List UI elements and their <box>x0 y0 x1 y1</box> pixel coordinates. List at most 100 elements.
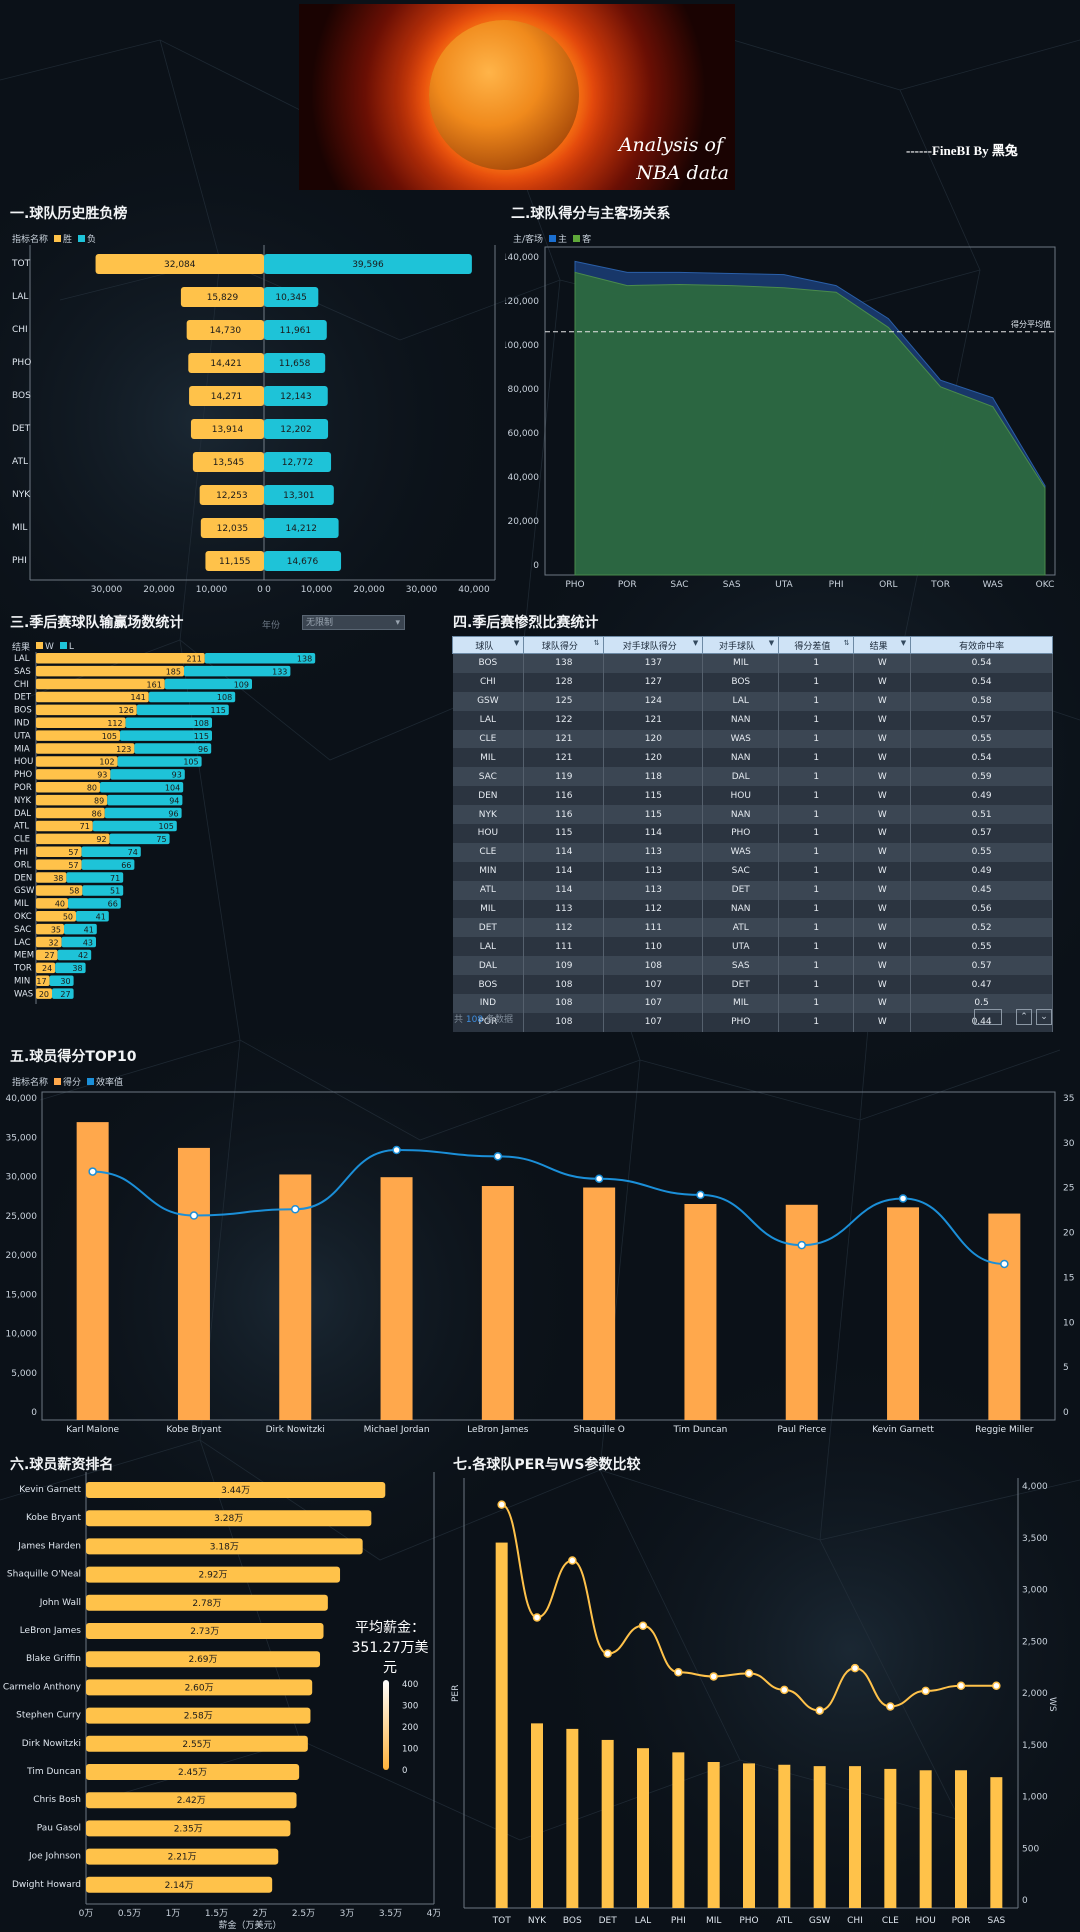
table-row[interactable]: MIN 114 113 SAC 1 W 0.49 <box>452 861 1053 881</box>
column-header[interactable]: 球队得分 ⇅ <box>523 636 605 654</box>
legend-item-home[interactable]: 主 <box>549 232 567 245</box>
legend-item-l[interactable]: L <box>59 641 74 652</box>
data-label-w: 27 <box>44 951 54 960</box>
table-row[interactable]: DEN 116 115 HOU 1 W 0.49 <box>452 786 1053 806</box>
bar-l <box>136 704 229 716</box>
table-row[interactable]: NYK 116 115 NAN 1 W 0.51 <box>452 805 1053 825</box>
x-tick-label: UTA <box>775 580 793 590</box>
table-row[interactable]: DAL 109 108 SAS 1 W 0.57 <box>452 956 1053 976</box>
table-row[interactable]: IND 108 107 MIL 1 W 0.5 <box>452 994 1053 1013</box>
point-efficiency <box>392 1145 401 1155</box>
table-row[interactable]: ATL 114 113 DET 1 W 0.45 <box>452 880 1053 900</box>
column-header[interactable]: 对手球队得分 ▼ <box>603 636 704 654</box>
legend-item-score[interactable]: 得分 <box>54 1075 81 1088</box>
point-ws <box>568 1556 577 1565</box>
table-cell: 121 <box>523 748 605 768</box>
year-filter-select[interactable]: 无限制 ▾ <box>302 615 405 630</box>
table-cell: 1 <box>778 729 855 749</box>
point-efficiency <box>1000 1259 1009 1269</box>
table-cell: 115 <box>523 824 605 843</box>
table-row[interactable]: BOS 108 107 DET 1 W 0.47 <box>452 975 1053 995</box>
legend-item-loss[interactable]: 负 <box>78 232 96 245</box>
bar-l <box>82 885 124 896</box>
table-cell: 0.59 <box>910 767 1053 787</box>
author-credit: ------FineBI By 黑兔 <box>906 143 1018 158</box>
table-cell: BOS <box>452 653 525 673</box>
table-row[interactable]: MIL 113 112 NAN 1 W 0.56 <box>452 899 1053 919</box>
column-header[interactable]: 得分差值 ⇅ <box>778 636 855 654</box>
x-tick-label: POR <box>952 1916 971 1926</box>
sort-dropdown-icon[interactable]: ▼ <box>768 638 775 647</box>
data-label: 2.73万 <box>190 1627 219 1637</box>
sort-dropdown-icon[interactable]: ▼ <box>900 638 907 647</box>
table-cell: SAC <box>452 767 525 787</box>
bar-l <box>110 769 185 780</box>
table-cell: W <box>853 824 912 843</box>
data-label-l: 43 <box>83 938 93 947</box>
column-header[interactable]: 有效命中率 <box>910 636 1053 654</box>
sort-dropdown-icon[interactable]: ▼ <box>692 638 699 647</box>
category-label: NYK <box>12 490 31 500</box>
column-header[interactable]: 对手球队 ▼ <box>702 636 780 654</box>
table-row[interactable]: HOU 115 114 PHO 1 W 0.57 <box>452 824 1053 843</box>
table-cell: WAS <box>702 729 780 749</box>
table-row[interactable]: LAL 111 110 UTA 1 W 0.55 <box>452 937 1053 957</box>
legend-item-away[interactable]: 客 <box>573 232 591 245</box>
point-efficiency <box>88 1167 97 1176</box>
table-cell: W <box>853 786 912 806</box>
section2-legend[interactable]: 主/客场 主 客 <box>513 232 591 245</box>
x-tick-label: NYK <box>528 1916 547 1926</box>
legend-item-win[interactable]: 胜 <box>54 232 72 245</box>
section5-legend[interactable]: 指标名称 得分 效率值 <box>12 1075 123 1088</box>
legend-item-w[interactable]: W <box>36 641 54 652</box>
section1-legend[interactable]: 指标名称 胜 负 <box>12 232 96 245</box>
y-right-tick-label: 3,500 <box>1022 1534 1048 1544</box>
page-prev-button[interactable]: ⌃ <box>1016 1009 1032 1025</box>
column-header[interactable]: 球队 ▼ <box>451 636 525 654</box>
bar-w <box>36 885 83 896</box>
data-label-w: 141 <box>131 693 146 702</box>
section3-legend[interactable]: 结果 W L <box>12 640 74 653</box>
bar-win <box>180 287 264 307</box>
category-label: SAC <box>14 925 31 935</box>
table-row[interactable]: LAL 122 121 NAN 1 W 0.57 <box>452 710 1053 730</box>
bar-per <box>707 1762 720 1908</box>
table-row[interactable]: MIL 121 120 NAN 1 W 0.54 <box>452 748 1053 768</box>
page-input[interactable] <box>974 1009 1002 1025</box>
table-cell: 1 <box>778 653 855 673</box>
table-cell: W <box>853 956 912 976</box>
x-tick-label: TOT <box>492 1916 512 1926</box>
table-row[interactable]: POR 108 107 PHO 1 W 0.44 <box>452 1012 1053 1032</box>
x-tick-label: LAL <box>635 1916 651 1926</box>
x-tick-label: Reggie Miller <box>975 1425 1034 1435</box>
bar-w <box>36 820 93 832</box>
table-cell: 128 <box>523 672 605 692</box>
table-cell: 125 <box>523 691 605 711</box>
sort-dropdown-icon[interactable]: ⇅ <box>843 638 850 647</box>
sort-dropdown-icon[interactable]: ⇅ <box>593 638 600 647</box>
y-tick-label: 60,000 <box>508 429 540 439</box>
data-label: 2.45万 <box>178 1768 207 1778</box>
table-row[interactable]: DET 112 111 ATL 1 W 0.52 <box>452 918 1053 938</box>
data-label-loss: 12,143 <box>280 392 312 402</box>
table-row[interactable]: CHI 128 127 BOS 1 W 0.54 <box>452 672 1053 692</box>
table-cell: 0.54 <box>910 653 1053 673</box>
page-next-button[interactable]: ⌄ <box>1036 1009 1052 1025</box>
data-label-l: 96 <box>168 809 178 818</box>
data-label-win: 12,253 <box>216 491 248 501</box>
bar-l <box>104 807 182 819</box>
bar-loss <box>264 551 342 571</box>
sort-dropdown-icon[interactable]: ▼ <box>513 638 520 647</box>
table-cell: LAL <box>452 937 525 957</box>
table-row[interactable]: CLE 121 120 WAS 1 W 0.55 <box>452 729 1053 749</box>
table-row[interactable]: SAC 119 118 DAL 1 W 0.59 <box>452 767 1053 787</box>
legend-item-efficiency[interactable]: 效率值 <box>87 1075 123 1088</box>
table-row[interactable]: GSW 125 124 LAL 1 W 0.58 <box>452 691 1053 711</box>
column-header[interactable]: 结果 ▼ <box>853 636 912 654</box>
point-ws <box>744 1669 754 1678</box>
table-row[interactable]: CLE 114 113 WAS 1 W 0.55 <box>452 842 1053 862</box>
table-row[interactable]: BOS 138 137 MIL 1 W 0.54 <box>452 653 1053 673</box>
table-cell: W <box>853 653 912 673</box>
bar-l <box>52 988 74 999</box>
data-label-loss: 14,676 <box>287 557 319 567</box>
